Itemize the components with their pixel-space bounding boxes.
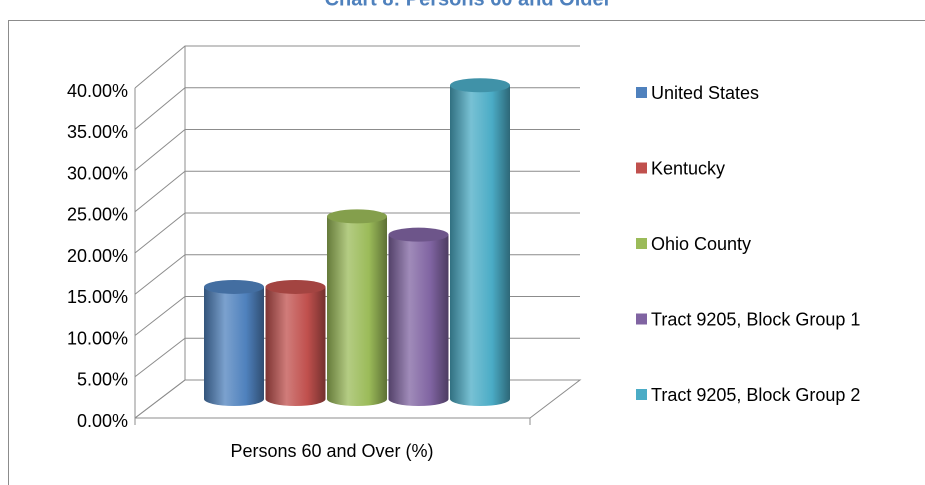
legend-swatch [636, 162, 647, 174]
bar [327, 216, 387, 406]
y-tick-label: 30.00% [67, 163, 128, 183]
bar-top [204, 279, 264, 294]
y-tick-label: 15.00% [67, 287, 128, 307]
grid-line [134, 87, 580, 130]
legend-swatch [636, 313, 647, 325]
x-tick-label: Persons 60 and Over (%) [230, 441, 433, 461]
legend-label: Tract 9205, Block Group 1 [651, 309, 860, 329]
legend-label: Ohio County [651, 234, 751, 254]
legend-swatch [636, 238, 647, 249]
legend-swatch [636, 87, 647, 98]
legend-swatch [636, 389, 647, 400]
grid-line [134, 129, 580, 171]
y-tick-label: 20.00% [67, 246, 128, 266]
grid-line [134, 45, 580, 89]
y-tick-label: 5.00% [77, 370, 128, 390]
y-tick-label: 25.00% [67, 205, 128, 225]
bar-top [265, 279, 326, 294]
y-tick-label: 35.00% [67, 122, 128, 142]
bar [450, 85, 510, 406]
y-tick-label: 40.00% [67, 81, 128, 101]
legend-label: Kentucky [651, 158, 725, 178]
y-tick-label: 10.00% [67, 328, 128, 348]
bar [388, 234, 449, 407]
grid-line [134, 212, 580, 254]
legend-label: United States [651, 83, 759, 103]
bar-top [327, 209, 387, 224]
chart-border [8, 20, 925, 485]
legend-label: Tract 9205, Block Group 2 [651, 385, 860, 405]
bar [265, 286, 326, 407]
grid-line [134, 170, 580, 213]
bar-top [388, 227, 449, 242]
y-tick-label: 0.00% [77, 411, 128, 431]
chart-title: Chart 8: Persons 60 and Older [325, 0, 612, 10]
bar-top [450, 78, 510, 93]
bar [204, 286, 264, 406]
